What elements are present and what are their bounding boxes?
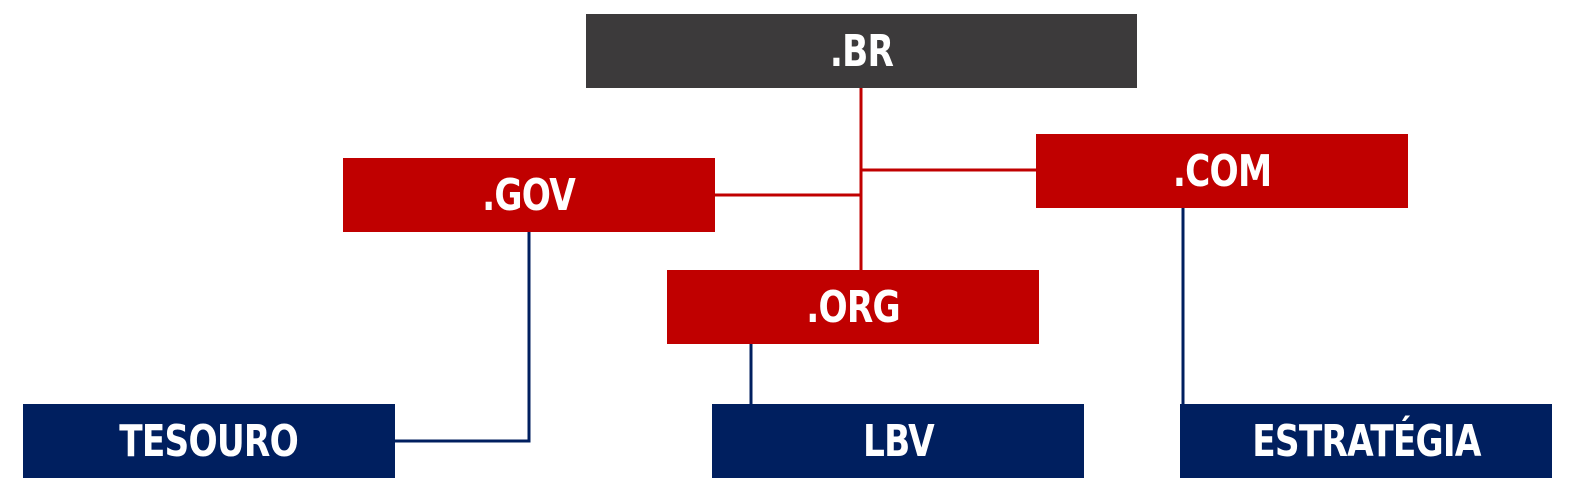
node-br-label: .BR [829,25,894,77]
connector-gov-tesouro [395,232,531,443]
node-tesouro-label: TESOURO [119,415,300,467]
node-lbv: LBV [712,404,1084,478]
node-com-label: .COM [1172,145,1272,197]
node-br: .BR [586,14,1137,88]
node-org: .ORG [667,270,1039,344]
node-estrategia-label: ESTRATÉGIA [1251,415,1481,467]
node-estrategia: ESTRATÉGIA [1180,404,1552,478]
node-tesouro: TESOURO [23,404,395,478]
node-gov-label: .GOV [482,169,577,221]
node-gov: .GOV [343,158,715,232]
node-lbv-label: LBV [862,415,935,467]
node-com: .COM [1036,134,1408,208]
node-org-label: .ORG [806,281,900,333]
